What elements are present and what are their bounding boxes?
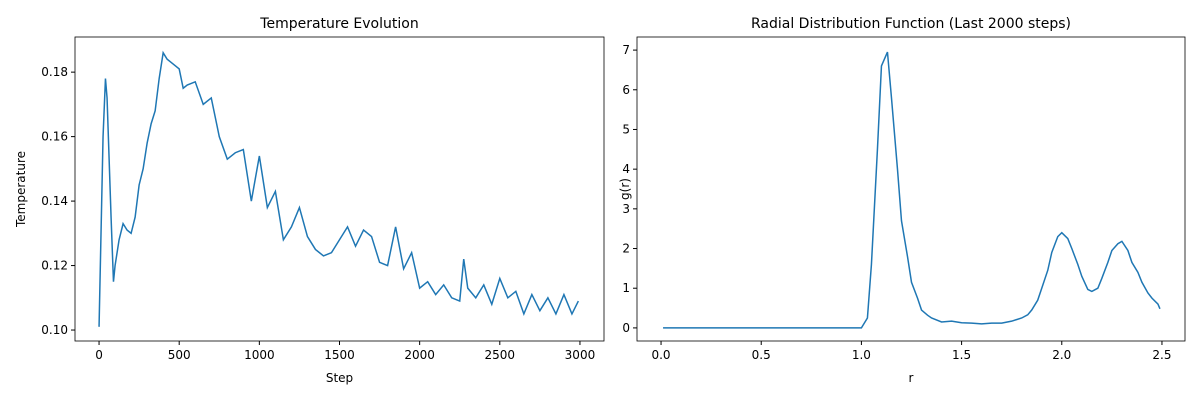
y-tick-label: 0	[622, 321, 630, 335]
y-tick-label: 1	[622, 281, 630, 295]
x-tick-label: 500	[168, 348, 191, 362]
y-axis-label: g(r)	[618, 178, 632, 200]
x-tick-label: 2500	[485, 348, 516, 362]
chart-title: Radial Distribution Function (Last 2000 …	[751, 16, 1071, 32]
y-tick-label: 4	[622, 162, 630, 176]
x-tick-label: 1500	[324, 348, 355, 362]
data-line	[98, 50, 580, 327]
chart-title: Temperature Evolution	[259, 16, 418, 32]
y-tick-label: 2	[622, 242, 630, 256]
y-tick-label: 0.14	[41, 194, 68, 208]
plot-frame	[636, 36, 1186, 342]
y-tick-label: 0.12	[41, 259, 68, 273]
plot-frame	[74, 36, 605, 342]
y-tick-label: 5	[622, 122, 630, 136]
y-tick-label: 0.16	[41, 130, 68, 144]
data-line	[663, 51, 1161, 329]
x-tick-label: 2000	[404, 348, 435, 362]
x-tick-label: 1.0	[852, 348, 871, 362]
x-tick-label: 3000	[565, 348, 596, 362]
x-tick-label: 1000	[244, 348, 275, 362]
x-tick-label: 0.0	[651, 348, 670, 362]
x-tick-label: 0	[95, 348, 103, 362]
x-tick-label: 0.5	[752, 348, 771, 362]
y-tick-label: 6	[622, 83, 630, 97]
y-tick-label: 3	[622, 202, 630, 216]
x-tick-label: 2.0	[1052, 348, 1071, 362]
x-tick-label: 1.5	[952, 348, 971, 362]
x-axis-label: r	[909, 371, 914, 385]
y-tick-label: 0.10	[41, 323, 68, 337]
x-tick-label: 2.5	[1152, 348, 1171, 362]
y-tick-label: 7	[622, 43, 630, 57]
y-tick-label: 0.18	[41, 65, 68, 79]
x-axis-label: Step	[326, 371, 353, 385]
y-axis-label: Temperature	[14, 151, 28, 228]
